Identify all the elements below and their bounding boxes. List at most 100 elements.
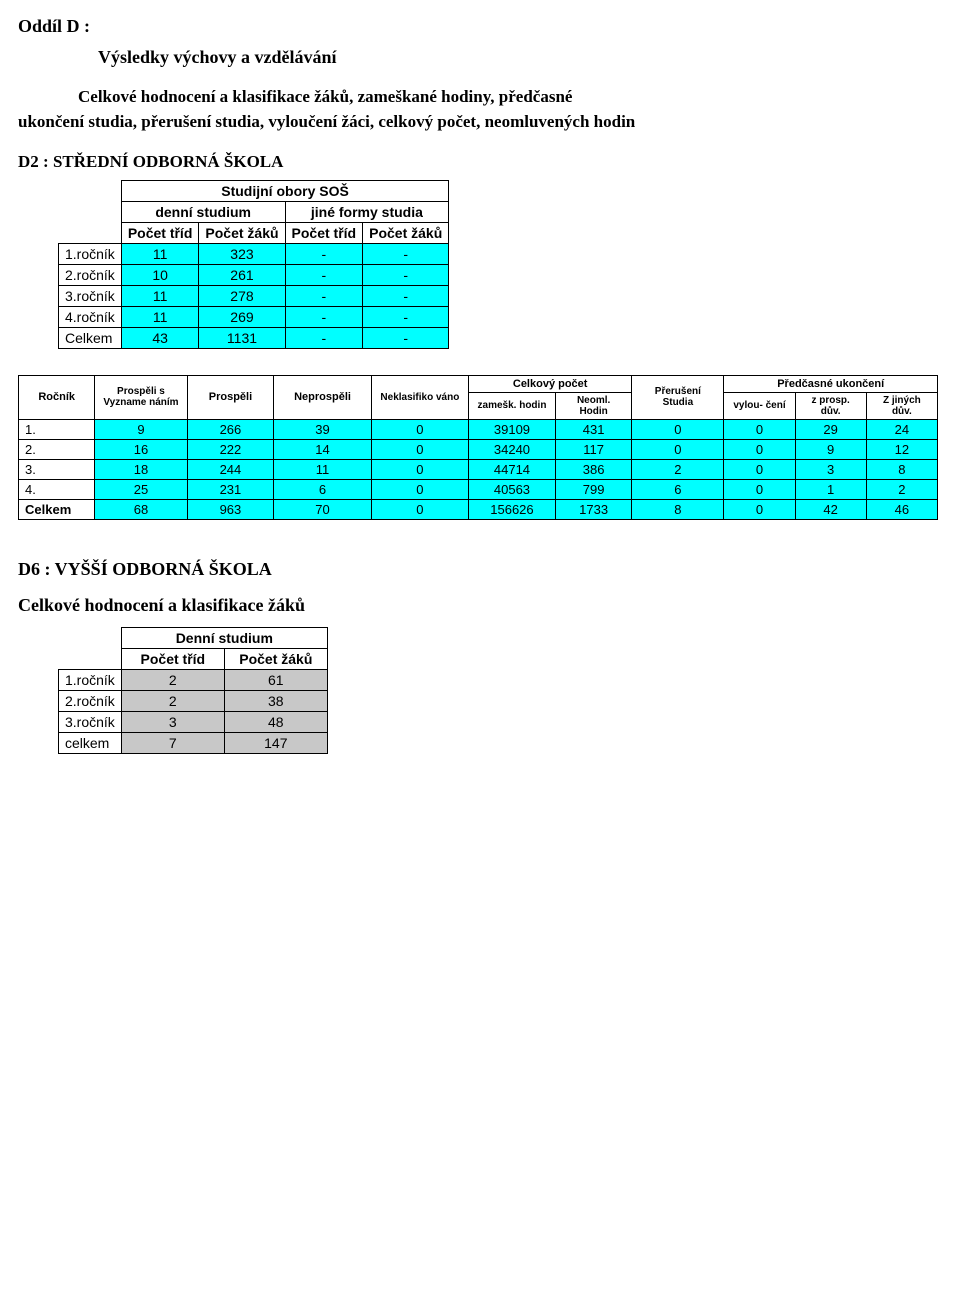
row-label: 1.ročník bbox=[59, 669, 122, 690]
cell-value: 6 bbox=[274, 479, 371, 499]
t3-group-header: Denní studium bbox=[121, 627, 327, 648]
cell-value: 39109 bbox=[469, 419, 556, 439]
cell-value: 12 bbox=[866, 439, 937, 459]
row-label: 3. bbox=[19, 459, 95, 479]
cell-value: 7 bbox=[121, 732, 224, 753]
t2-h-neprospeli: Neprospěli bbox=[274, 375, 371, 419]
table-row: 1.926639039109431002924 bbox=[19, 419, 938, 439]
cell-value: 2 bbox=[866, 479, 937, 499]
cell-value: 70 bbox=[274, 499, 371, 519]
cell-value: 68 bbox=[95, 499, 187, 519]
cell-value: - bbox=[285, 264, 363, 285]
cell-value: 48 bbox=[224, 711, 327, 732]
cell-value: 261 bbox=[199, 264, 285, 285]
cell-value: 25 bbox=[95, 479, 187, 499]
cell-value: 244 bbox=[187, 459, 274, 479]
cell-value: - bbox=[363, 306, 449, 327]
t1-sub2: Počet žáků bbox=[199, 222, 285, 243]
cell-value: 147 bbox=[224, 732, 327, 753]
row-label: Celkem bbox=[59, 327, 122, 348]
cell-value: 231 bbox=[187, 479, 274, 499]
cell-value: 0 bbox=[371, 419, 468, 439]
cell-value: 323 bbox=[199, 243, 285, 264]
t2-h-zamesk: zamešk. hodin bbox=[469, 392, 556, 419]
cell-value: 11 bbox=[121, 306, 199, 327]
row-label: 2.ročník bbox=[59, 690, 122, 711]
cell-value: 222 bbox=[187, 439, 274, 459]
t2-h-preruseni: Přerušení Studia bbox=[632, 375, 724, 419]
table-row: 1.ročník261 bbox=[59, 669, 328, 690]
cell-value: 1733 bbox=[555, 499, 631, 519]
row-label: 4. bbox=[19, 479, 95, 499]
cell-value: - bbox=[363, 243, 449, 264]
cell-value: 10 bbox=[121, 264, 199, 285]
cell-value: - bbox=[363, 285, 449, 306]
cell-value: - bbox=[363, 264, 449, 285]
cell-value: 0 bbox=[371, 479, 468, 499]
table-row: Denní studium bbox=[59, 627, 328, 648]
t1-col-right: jiné formy studia bbox=[285, 201, 449, 222]
intro-line-1: Celkové hodnocení a klasifikace žáků, za… bbox=[78, 86, 942, 107]
table-row: 4.2523160405637996012 bbox=[19, 479, 938, 499]
cell-value: 0 bbox=[371, 459, 468, 479]
table-row: Studijní obory SOŠ bbox=[59, 180, 449, 201]
cell-value: 963 bbox=[187, 499, 274, 519]
cell-value: 0 bbox=[724, 479, 795, 499]
cell-value: 43 bbox=[121, 327, 199, 348]
section-d-subtitle: Výsledky výchovy a vzdělávání bbox=[98, 47, 942, 68]
cell-value: 2 bbox=[632, 459, 724, 479]
cell-value: 0 bbox=[371, 439, 468, 459]
t2-h-neoml: Neoml. Hodin bbox=[555, 392, 631, 419]
cell-value: 34240 bbox=[469, 439, 556, 459]
table-row: 3.18244110447143862038 bbox=[19, 459, 938, 479]
t2-results-table: Ročník Prospěli s Vyzname náním Prospěli… bbox=[18, 375, 938, 520]
t2-h-rocnik: Ročník bbox=[19, 375, 95, 419]
table-row: 3.ročník11278-- bbox=[59, 285, 449, 306]
row-label: 3.ročník bbox=[59, 711, 122, 732]
cell-value: 0 bbox=[724, 499, 795, 519]
cell-value: 0 bbox=[632, 439, 724, 459]
t3-vos-table: Denní studium Počet tříd Počet žáků 1.ro… bbox=[58, 627, 328, 754]
t1-sub4: Počet žáků bbox=[363, 222, 449, 243]
t2-h-predc: Předčasné ukončení bbox=[724, 375, 938, 392]
table-row: 2.ročník238 bbox=[59, 690, 328, 711]
cell-value: 799 bbox=[555, 479, 631, 499]
cell-value: 386 bbox=[555, 459, 631, 479]
cell-value: 11 bbox=[121, 285, 199, 306]
cell-value: - bbox=[285, 327, 363, 348]
cell-value: 29 bbox=[795, 419, 866, 439]
cell-value: 431 bbox=[555, 419, 631, 439]
cell-value: 42 bbox=[795, 499, 866, 519]
cell-value: 18 bbox=[95, 459, 187, 479]
cell-value: 38 bbox=[224, 690, 327, 711]
cell-value: 24 bbox=[866, 419, 937, 439]
cell-value: 14 bbox=[274, 439, 371, 459]
cell-value: - bbox=[363, 327, 449, 348]
row-label: 1.ročník bbox=[59, 243, 122, 264]
cell-value: 11 bbox=[121, 243, 199, 264]
cell-value: - bbox=[285, 285, 363, 306]
cell-value: 6 bbox=[632, 479, 724, 499]
table-row: celkem7147 bbox=[59, 732, 328, 753]
cell-value: 39 bbox=[274, 419, 371, 439]
cell-value: 0 bbox=[632, 419, 724, 439]
t1-col-left: denní studium bbox=[121, 201, 285, 222]
t1-sub1: Počet tříd bbox=[121, 222, 199, 243]
table-row: Celkem689637001566261733804246 bbox=[19, 499, 938, 519]
row-label: 3.ročník bbox=[59, 285, 122, 306]
t3-sub1: Počet tříd bbox=[121, 648, 224, 669]
t3-sub2: Počet žáků bbox=[224, 648, 327, 669]
cell-value: 0 bbox=[724, 419, 795, 439]
section-d6-subtitle: Celkové hodnocení a klasifikace žáků bbox=[18, 594, 942, 617]
table-row: 1.ročník11323-- bbox=[59, 243, 449, 264]
t1-class-counts-table: Studijní obory SOŠ denní studium jiné fo… bbox=[58, 180, 449, 349]
t2-h-prospeli-vyzn: Prospěli s Vyzname náním bbox=[95, 375, 187, 419]
table-row: 3.ročník348 bbox=[59, 711, 328, 732]
cell-value: 9 bbox=[95, 419, 187, 439]
table-row: Ročník Prospěli s Vyzname náním Prospěli… bbox=[19, 375, 938, 392]
cell-value: 269 bbox=[199, 306, 285, 327]
cell-value: 8 bbox=[866, 459, 937, 479]
cell-value: - bbox=[285, 306, 363, 327]
cell-value: 44714 bbox=[469, 459, 556, 479]
cell-value: 46 bbox=[866, 499, 937, 519]
